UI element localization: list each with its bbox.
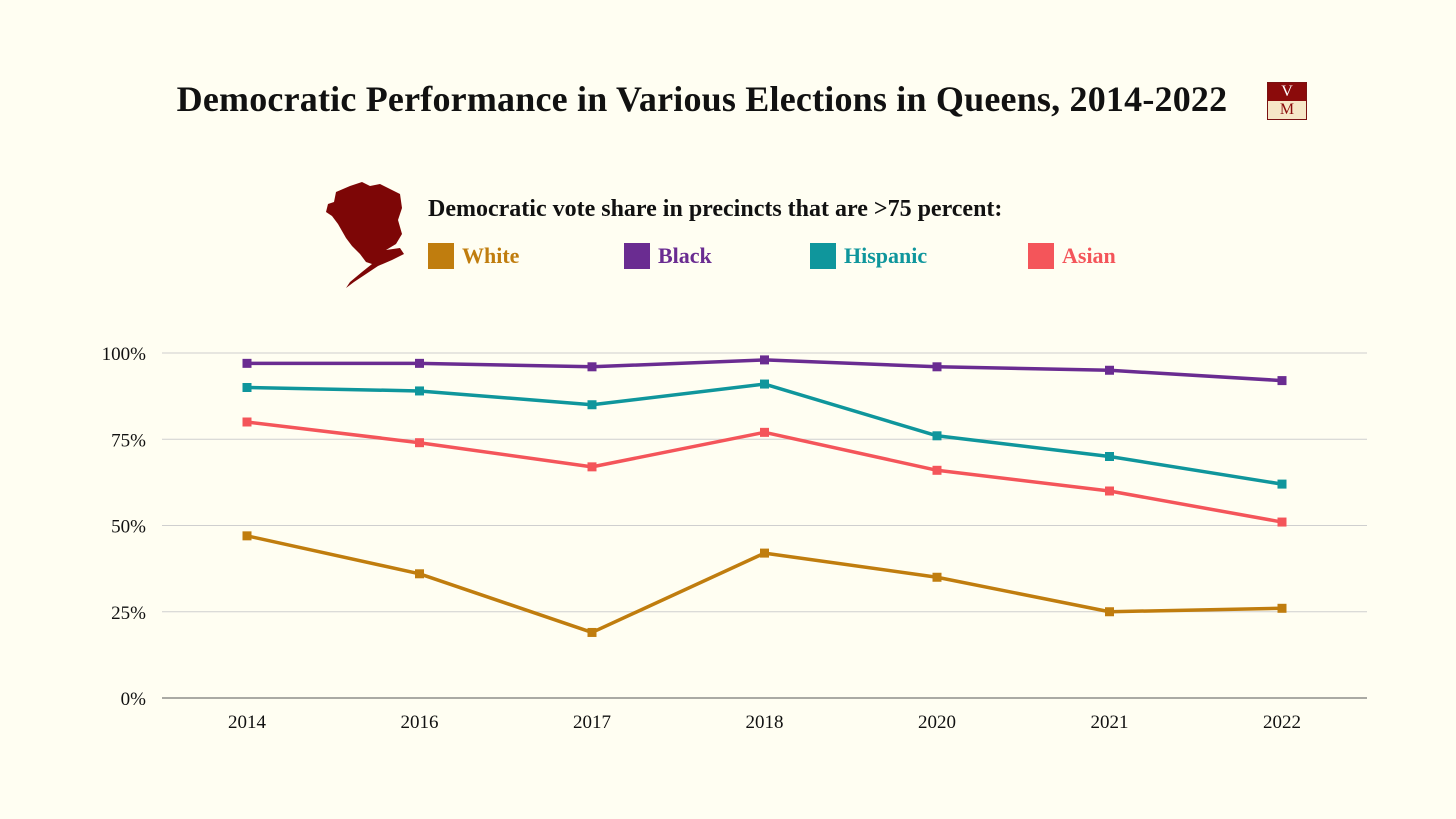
series-black — [242, 355, 1287, 386]
vm-logo: V M — [1267, 82, 1307, 120]
legend-item-asian: Asian — [1028, 243, 1116, 269]
data-point-hispanic — [1277, 479, 1287, 489]
data-point-black — [415, 358, 424, 368]
data-point-black — [1105, 365, 1114, 375]
x-tick-label: 2017 — [573, 712, 611, 733]
data-point-black — [1277, 376, 1287, 386]
logo-bottom-letter: M — [1268, 101, 1306, 119]
data-point-hispanic — [415, 386, 424, 396]
legend-label-white: White — [462, 243, 520, 268]
legend-label-asian: Asian — [1062, 243, 1116, 268]
data-point-asian — [415, 438, 424, 448]
data-point-asian — [242, 417, 252, 427]
legend-swatch-white — [428, 243, 454, 269]
legend-swatch-hispanic — [810, 243, 836, 269]
data-point-asian — [760, 427, 769, 437]
data-point-white — [932, 572, 942, 582]
data-point-hispanic — [932, 431, 942, 441]
y-tick-label: 75% — [111, 430, 146, 451]
chart-gridlines — [162, 352, 1367, 699]
x-tick-label: 2020 — [918, 712, 956, 733]
logo-top-letter: V — [1268, 83, 1306, 101]
x-tick-label: 2021 — [1091, 712, 1129, 733]
chart-series — [242, 355, 1287, 637]
x-tick-label: 2022 — [1263, 712, 1301, 733]
data-point-hispanic — [587, 400, 597, 410]
y-tick-label: 50% — [111, 517, 146, 538]
data-point-white — [760, 548, 769, 558]
legend-label-hispanic: Hispanic — [844, 243, 928, 268]
y-axis-tick-labels: 0% 25% 50% 75% 100% — [102, 344, 147, 710]
y-tick-label: 100% — [102, 344, 147, 365]
legend-item-black: Black — [624, 243, 712, 269]
y-tick-label: 25% — [111, 603, 146, 624]
chart-subtitle: Democratic vote share in precincts that … — [428, 196, 1003, 222]
series-hispanic — [242, 379, 1287, 489]
data-point-black — [242, 358, 252, 368]
legend-swatch-black — [624, 243, 650, 269]
legend-swatch-asian — [1028, 243, 1054, 269]
chart-title: Democratic Performance in Various Electi… — [176, 79, 1228, 119]
series-white — [242, 531, 1287, 637]
data-point-asian — [1105, 486, 1114, 496]
data-point-white — [415, 569, 424, 579]
queens-map-icon — [326, 182, 404, 288]
series-line-asian — [245, 420, 1284, 524]
data-point-asian — [587, 462, 597, 472]
x-tick-label: 2016 — [401, 712, 439, 733]
data-point-hispanic — [1105, 452, 1114, 461]
x-tick-label: 2014 — [228, 712, 267, 733]
data-point-black — [932, 362, 942, 372]
data-point-white — [1277, 603, 1287, 613]
x-tick-label: 2018 — [746, 712, 784, 733]
legend-item-hispanic: Hispanic — [810, 243, 927, 269]
y-tick-label: 0% — [121, 689, 147, 710]
data-point-asian — [932, 465, 942, 475]
x-axis-tick-labels: 2014 2016 2017 2018 2020 2021 2022 — [228, 712, 1301, 733]
data-point-white — [242, 531, 252, 541]
data-point-hispanic — [760, 379, 769, 389]
data-point-hispanic — [242, 383, 252, 392]
data-point-white — [587, 627, 597, 637]
data-point-black — [587, 362, 597, 372]
legend-item-white: White — [428, 243, 519, 269]
legend-label-black: Black — [658, 243, 712, 268]
data-point-white — [1105, 607, 1114, 617]
series-asian — [242, 417, 1287, 527]
data-point-black — [760, 355, 769, 365]
data-point-asian — [1277, 517, 1287, 527]
